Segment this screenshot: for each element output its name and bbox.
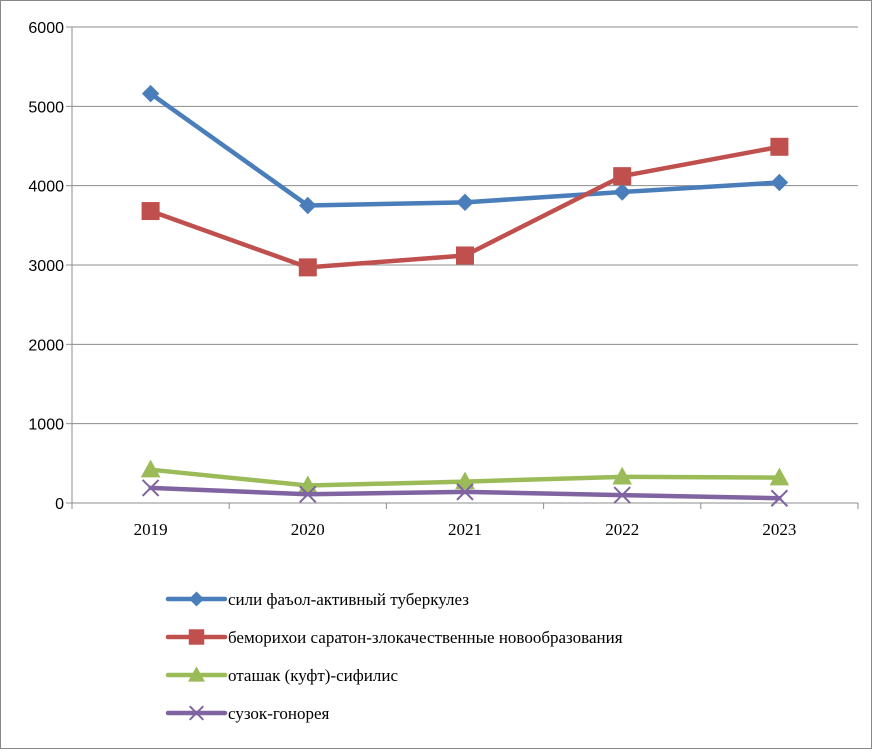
legend-marker bbox=[188, 591, 205, 607]
y-tick-label: 1000 bbox=[28, 417, 64, 434]
data-point bbox=[456, 246, 474, 265]
series-1 bbox=[141, 84, 789, 215]
gridlines bbox=[72, 26, 858, 425]
x-tick-label: 2023 bbox=[762, 520, 796, 539]
x-tick-label: 2021 bbox=[448, 520, 482, 539]
legend-entry: беморихои саратон-злокачественные новооб… bbox=[165, 628, 623, 647]
y-tick-label: 6000 bbox=[28, 20, 64, 37]
data-point bbox=[299, 196, 317, 215]
legend-marker bbox=[188, 629, 205, 645]
data-point bbox=[456, 193, 474, 212]
data-point bbox=[298, 258, 317, 277]
legend-label: оташак (куфт)-сифилис bbox=[228, 666, 398, 685]
data-point bbox=[613, 486, 631, 504]
y-tick-label: 2000 bbox=[28, 337, 64, 354]
legend-entry: сили фаъол-активный туберкулез bbox=[165, 590, 469, 609]
x-marker-stroke bbox=[613, 486, 631, 504]
legend-label: сили фаъол-активный туберкулез bbox=[228, 590, 469, 609]
data-point bbox=[140, 459, 161, 478]
series-2 bbox=[141, 137, 789, 277]
axes: 0 1000 2000 3000 4000 5000 6000 2019 2020 2021 202… bbox=[28, 20, 859, 539]
data-point bbox=[770, 173, 789, 192]
data-point bbox=[613, 183, 631, 201]
data-point bbox=[299, 485, 317, 503]
data-point bbox=[769, 467, 790, 486]
y-tick-label: 0 bbox=[55, 496, 64, 513]
data-point bbox=[612, 466, 633, 485]
legend-entry: оташак (куфт)-сифилис bbox=[165, 666, 398, 685]
legend-entry: сузок-гонорея bbox=[165, 704, 330, 723]
x-tick-label: 2022 bbox=[605, 520, 639, 539]
data-point bbox=[455, 471, 475, 490]
data-point bbox=[613, 167, 632, 186]
x-marker-stroke bbox=[770, 489, 789, 507]
data-point bbox=[456, 483, 474, 501]
series-4 bbox=[141, 479, 789, 507]
data-point bbox=[770, 137, 789, 156]
x-marker-stroke bbox=[188, 705, 205, 721]
data-point bbox=[141, 202, 160, 221]
x-tick-label: 2019 bbox=[134, 520, 168, 539]
legend-label: сузок-гонорея bbox=[228, 704, 330, 723]
x-marker-stroke bbox=[299, 485, 317, 503]
x-marker-stroke bbox=[141, 479, 160, 497]
legend-marker bbox=[188, 666, 205, 682]
legend-label: беморихои саратон-злокачественные новооб… bbox=[228, 628, 623, 647]
data-point bbox=[141, 84, 160, 103]
x-marker-stroke bbox=[456, 483, 474, 501]
series-lines bbox=[140, 84, 790, 507]
legend: сили фаъол-активный туберкулез беморихои … bbox=[165, 590, 623, 723]
data-point bbox=[141, 479, 160, 497]
data-point bbox=[770, 489, 789, 507]
y-tick-label: 5000 bbox=[28, 99, 64, 116]
x-tick-label: 2020 bbox=[291, 520, 325, 539]
legend-marker bbox=[188, 705, 205, 721]
y-tick-label: 4000 bbox=[28, 179, 64, 196]
y-tick-label: 3000 bbox=[28, 258, 64, 275]
